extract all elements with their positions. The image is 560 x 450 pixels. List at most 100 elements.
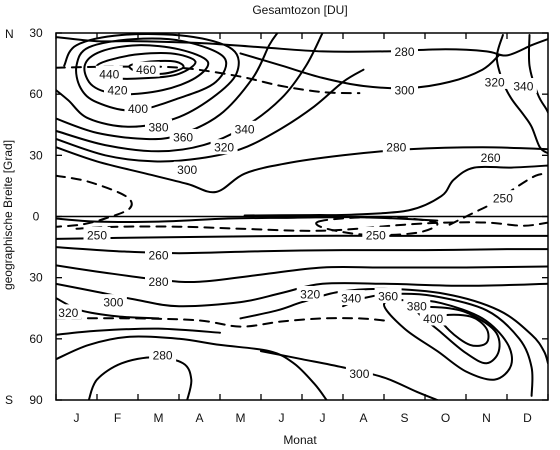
x-tick-label: D: [523, 411, 532, 425]
contour-300: [56, 146, 548, 194]
contour-label: 400: [128, 102, 148, 116]
y-tick-label: 60: [29, 332, 43, 346]
contour-label: 340: [235, 122, 255, 136]
contour-label: 360: [173, 130, 193, 144]
x-tick-label: J: [74, 411, 80, 425]
contour-label-bg: [210, 139, 238, 155]
contour-label-bg: [145, 273, 172, 289]
contour-320: [56, 68, 365, 163]
x-tick-label: F: [114, 411, 121, 425]
contour-label: 260: [148, 249, 168, 263]
contour-label-bg: [296, 285, 324, 301]
x-tick-label: M: [236, 411, 246, 425]
contour-label-bg: [509, 78, 537, 94]
contour-250: [56, 174, 133, 228]
contour-label-bg: [391, 82, 418, 98]
contour-260: [56, 246, 548, 255]
contour-label: 250: [493, 192, 513, 206]
y-tick-label: 30: [29, 148, 43, 162]
contour-label: 300: [103, 296, 123, 310]
contour-label-bg: [54, 304, 82, 320]
contour-label: 460: [136, 63, 156, 77]
contour-label-bg: [99, 294, 127, 310]
contour-260: [56, 234, 548, 240]
contour-280: [56, 264, 548, 284]
contour-label: 440: [99, 67, 119, 81]
contour-label: 380: [407, 300, 427, 314]
contour-label-bg: [403, 298, 431, 314]
contour-label-bg: [231, 120, 259, 136]
contour-320: [239, 287, 548, 365]
contour-label-bg: [149, 347, 177, 363]
contour-260: [243, 164, 548, 217]
contour-label: 420: [107, 84, 127, 98]
contour-label: 320: [300, 287, 320, 301]
contour-label-bg: [145, 118, 172, 134]
contour-label-bg: [382, 139, 410, 155]
contour-label: 250: [366, 228, 386, 242]
contour-label: 280: [386, 141, 406, 155]
contour-label-bg: [391, 43, 418, 59]
x-tick-label: M: [154, 411, 164, 425]
contour-label-bg: [145, 247, 172, 263]
x-tick-label: A: [195, 411, 203, 425]
y-tick-label: 0: [33, 210, 40, 224]
contour-label-bg: [95, 65, 123, 81]
contour-280: [56, 36, 548, 57]
contour-label-bg: [169, 128, 197, 144]
x-tick-label: S: [400, 411, 408, 425]
contour-320: [495, 34, 548, 155]
contour-label: 300: [177, 163, 197, 177]
contour-label: 360: [378, 290, 398, 304]
north-label: N: [5, 27, 14, 41]
x-tick-label: N: [482, 411, 491, 425]
y-tick-label: 60: [29, 87, 43, 101]
contour-300: [56, 65, 361, 95]
contour-label: 280: [394, 45, 414, 59]
contour-lines: [56, 33, 548, 400]
contour-label: 300: [349, 367, 369, 381]
contour-250: [56, 216, 439, 223]
contour-label: 320: [58, 306, 78, 320]
contour-label-bg: [132, 61, 160, 77]
contour-340: [342, 292, 534, 397]
contour-label: 340: [513, 80, 533, 94]
contour-label: 340: [341, 292, 361, 306]
contour-label-bg: [362, 226, 390, 242]
contour-label-bg: [337, 290, 365, 306]
contour-label-bg: [83, 226, 111, 242]
contour-label-bg: [419, 310, 447, 326]
contour-300: [239, 52, 500, 90]
contour-label-bg: [104, 82, 131, 98]
x-tick-label: O: [441, 411, 450, 425]
contour-label-bg: [345, 365, 373, 381]
contour-340: [527, 34, 548, 114]
contour-label-bg: [374, 288, 402, 304]
contour-label: 400: [423, 312, 443, 326]
y-tick-label: 30: [29, 26, 43, 40]
contour-label: 280: [148, 275, 168, 289]
contour-250: [315, 216, 439, 237]
contour-label: 250: [87, 228, 107, 242]
contour-label: 320: [485, 75, 505, 89]
chart-title: Gesamtozon [DU]: [252, 3, 347, 17]
contour-380: [56, 33, 240, 128]
x-axis-title: Monat: [283, 433, 317, 447]
contour-400: [439, 313, 490, 347]
contour-280: [56, 327, 221, 336]
contour-280: [87, 356, 193, 400]
contour-280: [56, 335, 328, 400]
contour-250: [75, 221, 548, 232]
contour-340: [56, 33, 324, 153]
contour-label-bg: [481, 73, 509, 89]
contour-label-bg: [489, 190, 517, 206]
x-tick-label: J: [279, 411, 285, 425]
contour-320: [56, 317, 385, 328]
contour-label: 280: [153, 349, 173, 363]
x-tick-label: A: [359, 411, 367, 425]
contour-label: 300: [394, 84, 414, 98]
y-tick-label: 30: [29, 271, 43, 285]
